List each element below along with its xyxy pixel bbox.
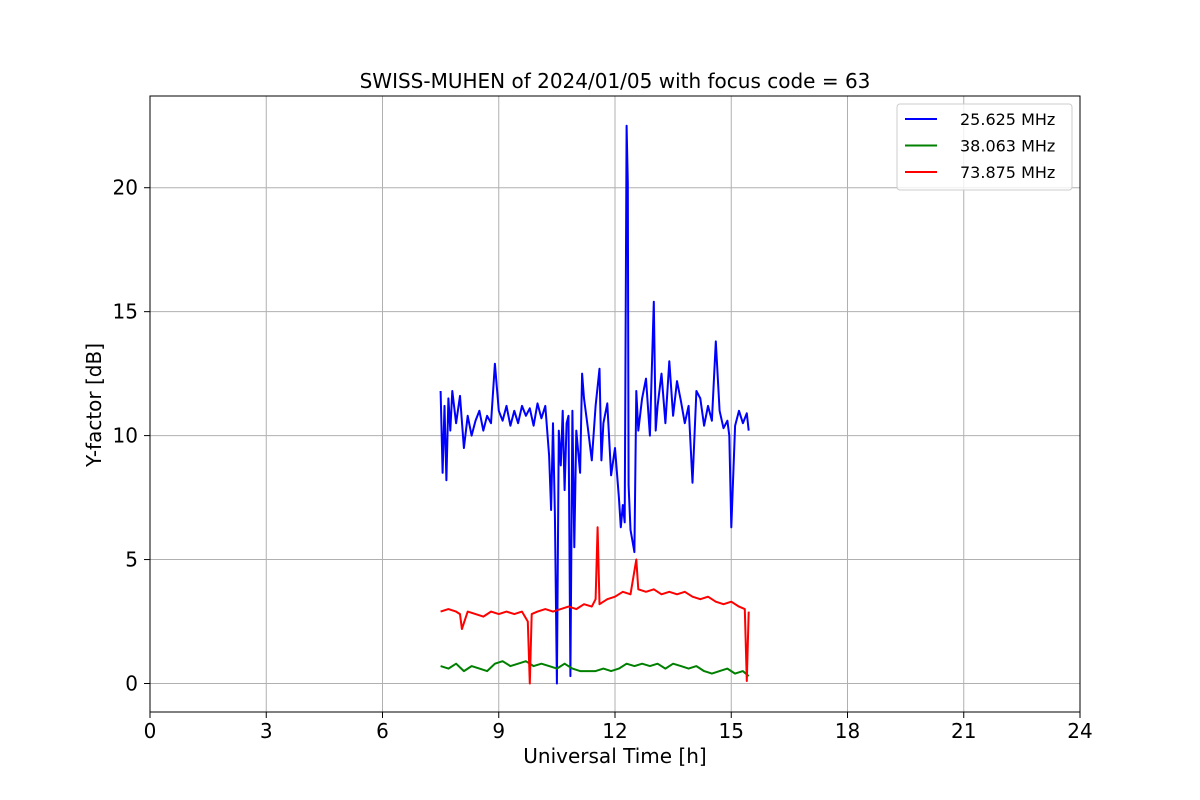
x-axis-label: Universal Time [h] [523,744,706,768]
x-tick-label: 24 [1067,719,1092,743]
x-tick-label: 3 [260,719,273,743]
series-line-1 [440,660,750,677]
x-tick-label: 0 [144,719,157,743]
x-tick-label: 6 [376,719,389,743]
y-tick-label: 15 [113,300,138,324]
x-tick-label: 9 [492,719,505,743]
legend-box [896,103,1073,191]
x-tick-label: 15 [719,719,744,743]
legend: 25.625 MHz 38.063 MHz 73.875 MHz [896,103,1073,191]
x-axis-ticks: 0 3 6 9 12 15 18 21 24 [144,712,1093,743]
series-lines [439,124,750,685]
legend-label: 73.875 MHz [960,163,1055,182]
y-tick-label: 20 [113,176,138,200]
chart-title: SWISS-MUHEN of 2024/01/05 with focus cod… [360,69,871,93]
legend-label: 25.625 MHz [960,110,1055,129]
y-tick-label: 10 [113,424,138,448]
x-tick-label: 18 [835,719,860,743]
series-line-2 [440,526,750,685]
y-axis-label: Y-factor [dB] [82,343,106,468]
x-tick-label: 21 [951,719,976,743]
x-tick-label: 12 [602,719,627,743]
series-line-0 [439,124,750,685]
y-axis-ticks: 0 5 10 15 20 [113,176,150,695]
legend-label: 38.063 MHz [960,137,1055,156]
y-tick-label: 5 [125,548,138,572]
y-tick-label: 0 [125,671,138,695]
